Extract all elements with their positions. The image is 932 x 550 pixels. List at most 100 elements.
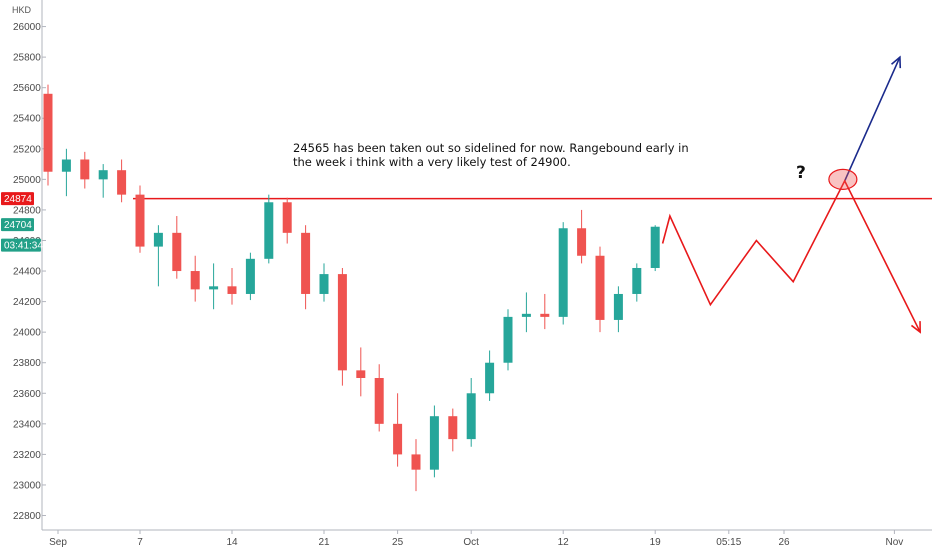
candle bbox=[632, 263, 642, 302]
candle-body bbox=[429, 416, 439, 470]
currency-label: HKD bbox=[12, 5, 32, 15]
candle bbox=[558, 222, 568, 325]
x-tick-label: 19 bbox=[650, 537, 662, 548]
candle-body bbox=[595, 255, 605, 320]
y-tick-label: 25800 bbox=[13, 53, 41, 64]
candle-body bbox=[117, 170, 127, 195]
x-tick-label: Sep bbox=[49, 537, 67, 548]
projection-red-path-arrowhead bbox=[910, 321, 921, 334]
candle-body bbox=[503, 316, 513, 363]
price-badge-label: 03:41:34 bbox=[4, 241, 43, 252]
candle-body bbox=[356, 370, 366, 378]
candle-body bbox=[613, 293, 623, 320]
candle bbox=[448, 408, 458, 452]
candle bbox=[577, 209, 587, 264]
candle bbox=[337, 267, 347, 386]
price-badge-label: 24704 bbox=[4, 220, 32, 231]
candle bbox=[613, 286, 623, 333]
candle bbox=[319, 263, 329, 302]
candle-body bbox=[558, 228, 568, 317]
candle-body bbox=[209, 286, 219, 290]
projection-layer bbox=[661, 55, 921, 334]
annotation-line-1: 24565 has been taken out so sidelined fo… bbox=[293, 141, 689, 155]
y-tick-label: 24800 bbox=[13, 205, 41, 216]
candle bbox=[374, 364, 384, 432]
candle bbox=[264, 194, 274, 264]
candle-body bbox=[466, 393, 476, 440]
price-badge-label: 24874 bbox=[4, 194, 32, 205]
candle bbox=[301, 225, 311, 310]
y-tick-label: 22800 bbox=[13, 511, 41, 522]
candle-body bbox=[319, 274, 329, 294]
y-tick-label: 24400 bbox=[13, 267, 41, 278]
candle-body bbox=[135, 194, 145, 247]
price-badge bbox=[1, 238, 41, 252]
x-tick-label: 25 bbox=[392, 537, 404, 548]
y-tick-label: 23200 bbox=[13, 450, 41, 461]
y-tick-label: 24000 bbox=[13, 328, 41, 339]
candle bbox=[485, 350, 495, 401]
price-badge bbox=[1, 218, 34, 232]
candle bbox=[209, 263, 219, 310]
candle bbox=[117, 159, 127, 203]
candle bbox=[98, 164, 108, 198]
candle bbox=[650, 225, 660, 272]
price-badges: 24874 24704 03:41:34 bbox=[1, 192, 43, 252]
candle-body bbox=[190, 271, 200, 290]
candle bbox=[153, 225, 163, 287]
candle bbox=[61, 148, 71, 197]
candle-body bbox=[540, 313, 550, 317]
y-tick-label: 23000 bbox=[13, 480, 41, 491]
y-tick-label: 24200 bbox=[13, 297, 41, 308]
candle bbox=[135, 185, 145, 253]
candle-body bbox=[393, 423, 403, 455]
candle bbox=[595, 246, 605, 333]
candle-body bbox=[172, 232, 182, 272]
annotation-line-2: the week i think with a very likely test… bbox=[293, 155, 571, 169]
x-tick-label: Oct bbox=[463, 537, 479, 548]
annotation: 24565 has been taken out so sidelined fo… bbox=[293, 141, 806, 183]
candle-body bbox=[227, 286, 237, 294]
candle-body bbox=[245, 258, 255, 294]
projection-up-arrow-arrowhead bbox=[890, 55, 902, 69]
candle bbox=[172, 216, 182, 279]
x-tick-label: 26 bbox=[778, 537, 790, 548]
x-tick-label: Nov bbox=[886, 537, 904, 548]
candle-body bbox=[153, 232, 163, 247]
x-tick-label: 14 bbox=[226, 537, 238, 548]
y-tick-label: 25000 bbox=[13, 175, 41, 186]
candle bbox=[43, 84, 53, 186]
candle-body bbox=[374, 378, 384, 424]
candle-body bbox=[43, 93, 53, 172]
candle bbox=[80, 151, 90, 189]
y-tick-label: 26000 bbox=[13, 22, 41, 33]
candle bbox=[282, 197, 292, 244]
candle-body bbox=[61, 159, 71, 172]
candle-body bbox=[264, 202, 274, 259]
candle bbox=[466, 378, 476, 447]
candle-body bbox=[282, 202, 292, 233]
y-tick-label: 23600 bbox=[13, 389, 41, 400]
candle bbox=[393, 393, 403, 467]
candle bbox=[356, 347, 366, 397]
y-tick-label: 23400 bbox=[13, 419, 41, 430]
y-axis[interactable]: HKD 22800 23000 23200 23400 23600 23800 24000 2… bbox=[12, 0, 46, 530]
candle bbox=[503, 309, 513, 371]
candle-body bbox=[411, 454, 421, 470]
x-tick-label: 7 bbox=[137, 537, 143, 548]
candle-body bbox=[448, 416, 458, 440]
y-tick-label: 25600 bbox=[13, 83, 41, 94]
projection-up-arrow bbox=[843, 56, 901, 182]
candle bbox=[411, 439, 421, 492]
price-badge bbox=[1, 192, 34, 206]
y-tick-label: 25200 bbox=[13, 144, 41, 155]
candle-body bbox=[301, 232, 311, 294]
candle-body bbox=[632, 267, 642, 294]
candle bbox=[521, 292, 531, 333]
candle-body bbox=[80, 159, 90, 180]
highlight-circle bbox=[828, 168, 858, 190]
candle-body bbox=[337, 274, 347, 371]
